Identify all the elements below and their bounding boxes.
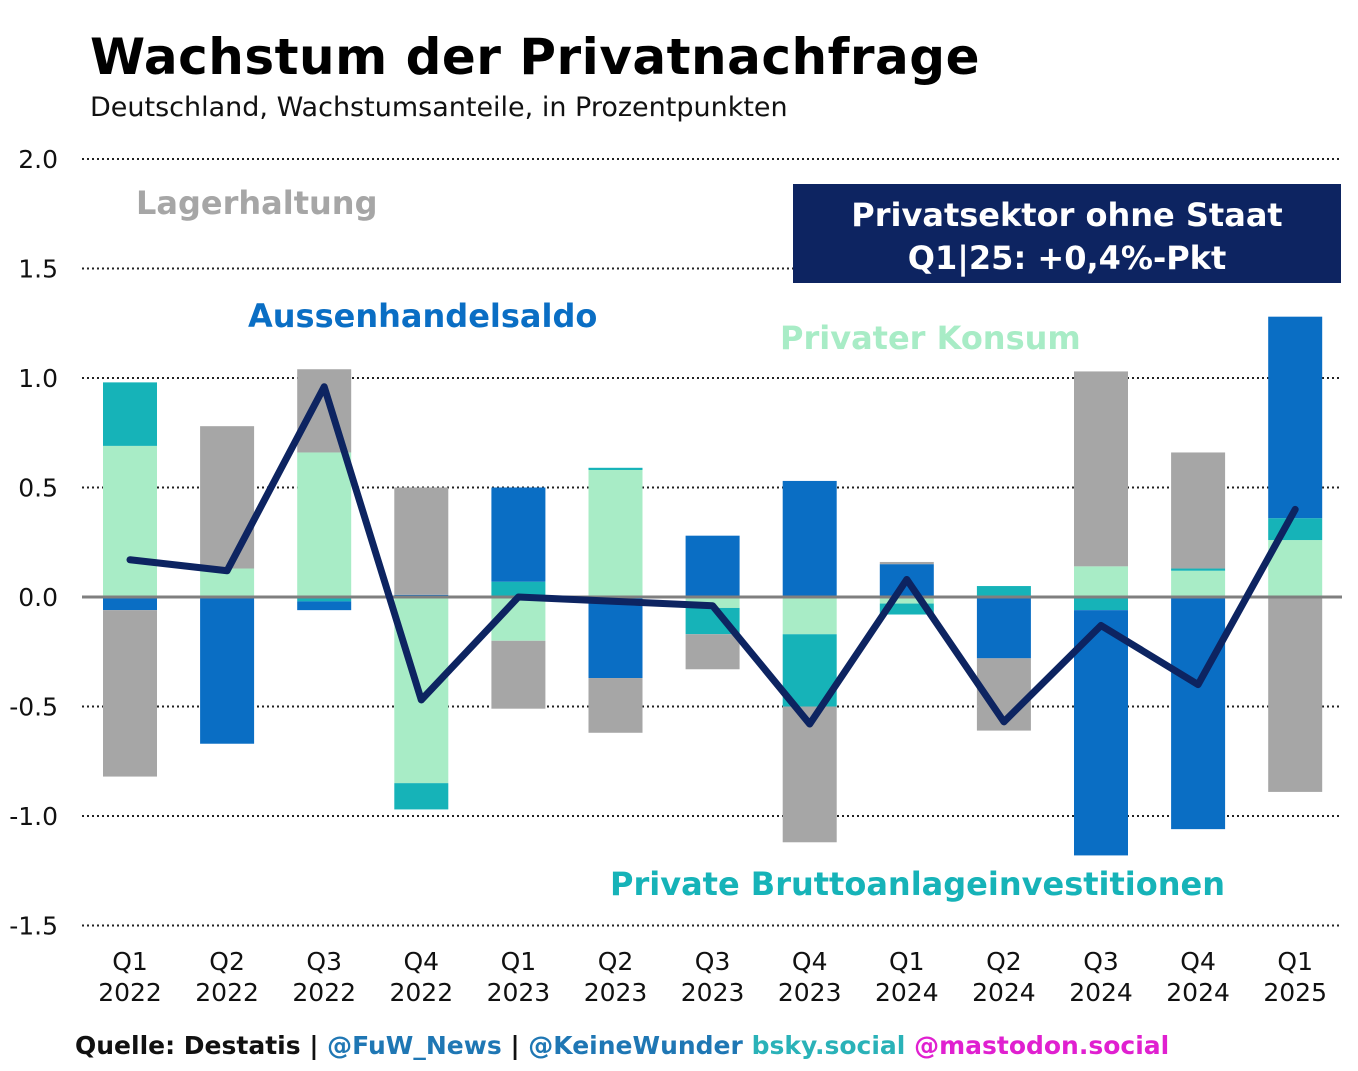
y-tick-label: 0.0: [18, 583, 58, 612]
x-tick-label: 2023: [487, 978, 551, 1007]
footer-mastodon-link[interactable]: @mastodon.social: [905, 1031, 1170, 1060]
info-box-line2: Q1|25: +0,4%-Pkt: [908, 239, 1227, 278]
y-tick-label: 2.0: [18, 145, 58, 174]
x-tick-label: 2022: [98, 978, 162, 1007]
y-tick-label: 1.5: [18, 255, 58, 284]
bar-segment: [976, 597, 1031, 659]
series-label: Private Bruttoanlageinvestitionen: [610, 865, 1225, 903]
bar-segment: [1074, 566, 1128, 597]
bar-segment: [879, 597, 934, 604]
bar-segment: [1268, 597, 1323, 792]
x-tick-label: Q4: [792, 947, 828, 976]
bar-segment: [1268, 540, 1323, 597]
x-tick-label: Q4: [404, 947, 440, 976]
footer-separator: |: [501, 1031, 529, 1060]
x-tick-label: 2024: [1166, 978, 1230, 1007]
total-line: [126, 383, 1299, 728]
total-line-group: [126, 383, 1299, 728]
y-tick-label: -1.0: [9, 802, 58, 831]
x-tick-label: 2025: [1263, 978, 1327, 1007]
x-tick-label: Q4: [1180, 947, 1216, 976]
x-tick-label: 2022: [389, 978, 453, 1007]
bar-segment: [782, 706, 837, 843]
footer-source: Quelle: Destatis: [75, 1031, 301, 1060]
series-label: Lagerhaltung: [136, 184, 377, 222]
footer-bsky-link[interactable]: bsky.social: [742, 1031, 906, 1060]
x-tick-label: Q1: [501, 947, 537, 976]
bar-segment: [103, 382, 157, 446]
x-tick-label: 2024: [1069, 978, 1133, 1007]
bar-segment: [200, 426, 255, 569]
bar-segment: [588, 469, 643, 597]
bar-segment: [1171, 570, 1226, 597]
bar-segment: [297, 601, 352, 611]
x-tick-label: 2022: [292, 978, 356, 1007]
x-axis: Q12022Q22022Q32022Q42022Q12023Q22023Q320…: [98, 947, 1327, 1007]
bar-segment: [879, 561, 934, 565]
x-tick-label: 2023: [681, 978, 745, 1007]
bar-segment: [297, 597, 352, 602]
bar-segment: [297, 452, 352, 597]
bar-segment: [782, 597, 837, 635]
footer-keinewunder-handle[interactable]: @KeineWunder: [528, 1031, 743, 1060]
info-box-background: [793, 184, 1341, 283]
y-tick-label: -1.5: [9, 912, 58, 941]
x-tick-label: Q2: [598, 947, 634, 976]
info-box: Privatsektor ohne Staat Q1|25: +0,4%-Pkt: [793, 184, 1341, 283]
x-tick-label: 2023: [584, 978, 648, 1007]
y-tick-label: 0.5: [18, 474, 58, 503]
x-tick-label: Q3: [306, 947, 342, 976]
x-tick-label: Q2: [986, 947, 1022, 976]
bar-segment: [588, 678, 643, 733]
bar-segment: [491, 487, 546, 582]
bar-segment: [976, 586, 1031, 597]
x-tick-label: Q1: [112, 947, 148, 976]
x-tick-label: Q3: [1083, 947, 1119, 976]
x-tick-label: 2024: [972, 978, 1036, 1007]
bar-segment: [394, 487, 449, 595]
bar-segment: [1074, 597, 1128, 611]
series-label: Aussenhandelsaldo: [248, 297, 597, 335]
bar-segment: [685, 634, 740, 670]
bar-segment: [491, 640, 546, 709]
bar-segment: [1074, 371, 1128, 567]
bar-segment: [103, 610, 157, 777]
bar-segment: [685, 535, 740, 597]
bar-segment: [782, 480, 837, 597]
series-labels: Lagerhaltung Aussenhandelsaldo Privater Ko…: [136, 184, 1225, 903]
bar-segment: [200, 597, 255, 744]
bar-segment: [1171, 597, 1226, 830]
x-tick-label: Q3: [695, 947, 731, 976]
x-tick-label: 2023: [778, 978, 842, 1007]
footer: Quelle: Destatis | @FuW_News | @KeineWun…: [75, 1031, 1169, 1060]
x-tick-label: 2024: [875, 978, 939, 1007]
bar-segment: [1171, 452, 1226, 569]
bar-segment: [1074, 610, 1128, 856]
footer-twitter-handle[interactable]: @FuW_News: [327, 1031, 502, 1060]
y-tick-label: -0.5: [9, 693, 58, 722]
bar-segment: [588, 467, 643, 470]
bars: [103, 316, 1323, 856]
x-tick-label: Q1: [1277, 947, 1313, 976]
bar-segment: [1171, 568, 1226, 571]
bar-segment: [1268, 316, 1323, 519]
series-label: Privater Konsum: [780, 319, 1081, 357]
x-tick-label: Q1: [889, 947, 925, 976]
x-tick-label: Q2: [209, 947, 245, 976]
bar-segment: [588, 597, 643, 679]
y-tick-label: 1.0: [18, 364, 58, 393]
bar-segment: [103, 597, 157, 611]
bar-segment: [103, 445, 157, 597]
bar-segment: [879, 603, 934, 615]
bar-segment: [491, 581, 546, 597]
info-box-line1: Privatsektor ohne Staat: [851, 196, 1282, 234]
chart-subtitle: Deutschland, Wachstumsanteile, in Prozen…: [90, 92, 788, 123]
chart-title: Wachstum der Privatnachfrage: [90, 28, 980, 86]
footer-separator: |: [300, 1031, 328, 1060]
bar-segment: [394, 783, 449, 810]
x-tick-label: 2022: [195, 978, 259, 1007]
